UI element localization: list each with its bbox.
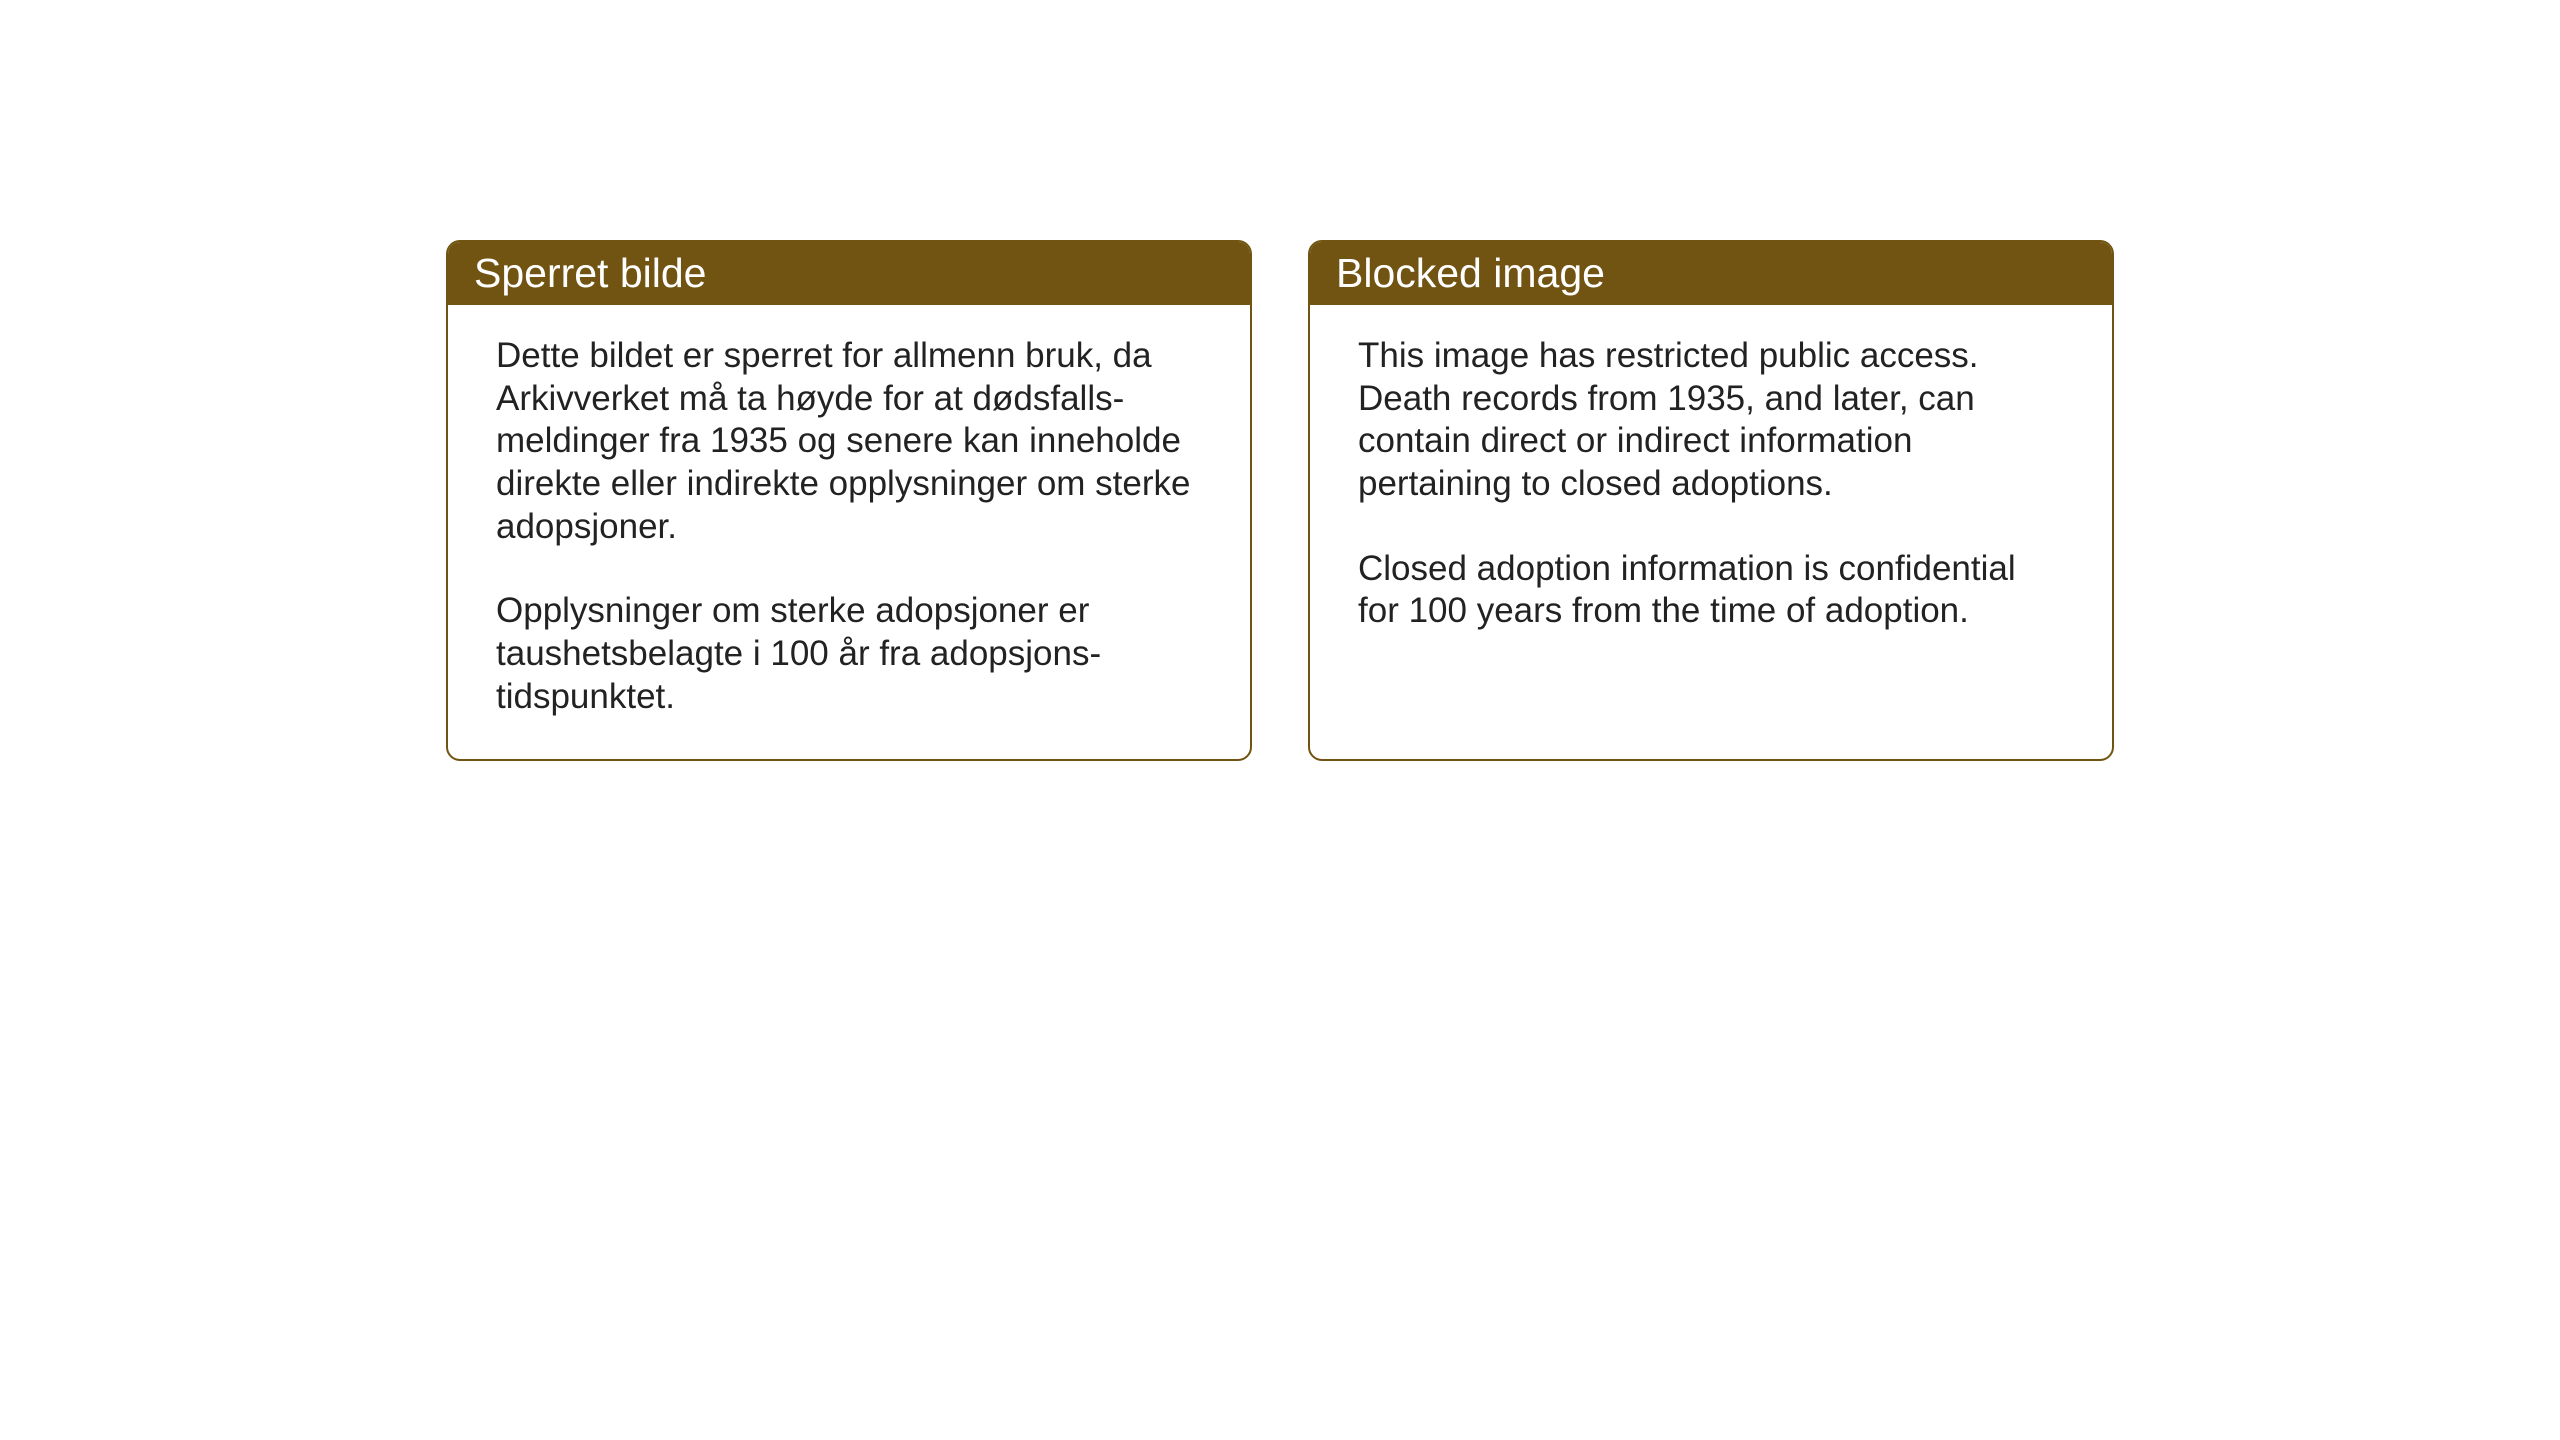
card-english: Blocked image This image has restricted … — [1308, 240, 2114, 761]
card-english-title: Blocked image — [1336, 250, 1605, 296]
card-english-paragraph-1: This image has restricted public access.… — [1358, 335, 2064, 506]
card-norwegian-body: Dette bildet er sperret for allmenn bruk… — [448, 305, 1250, 759]
card-norwegian-paragraph-2: Opplysninger om sterke adopsjoner er tau… — [496, 590, 1202, 718]
card-english-header: Blocked image — [1310, 242, 2112, 305]
card-norwegian-title: Sperret bilde — [474, 250, 706, 296]
card-norwegian-header: Sperret bilde — [448, 242, 1250, 305]
cards-container: Sperret bilde Dette bildet er sperret fo… — [446, 240, 2114, 761]
card-english-paragraph-2: Closed adoption information is confident… — [1358, 548, 2064, 633]
card-norwegian-paragraph-1: Dette bildet er sperret for allmenn bruk… — [496, 335, 1202, 548]
card-norwegian: Sperret bilde Dette bildet er sperret fo… — [446, 240, 1252, 761]
card-english-body: This image has restricted public access.… — [1310, 305, 2112, 673]
